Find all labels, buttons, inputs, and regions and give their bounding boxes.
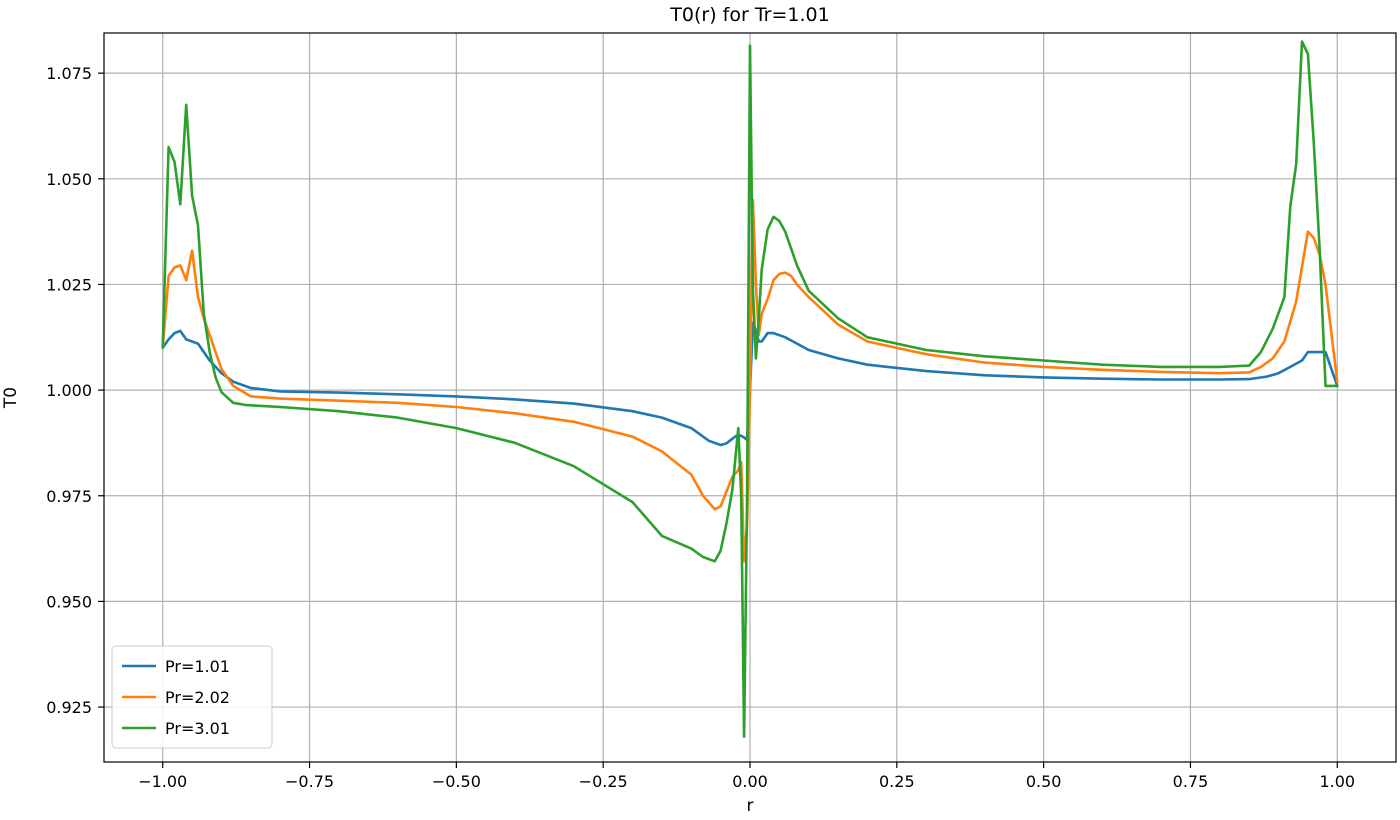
x-tick-label: −0.75 [285, 772, 334, 791]
y-axis-title: T0 [1, 387, 21, 409]
x-tick-label: 0.75 [1173, 772, 1209, 791]
y-tick-label: 0.925 [46, 698, 92, 717]
chart-title: T0(r) for Tr=1.01 [669, 4, 829, 26]
legend-label: Pr=2.02 [165, 688, 230, 707]
y-tick-label: 1.050 [46, 170, 92, 189]
x-axis-title: r [747, 796, 754, 816]
x-axis-ticks: −1.00 −0.75 −0.50 −0.25 0.00 0.25 0.50 0.75 1.00 [138, 762, 1355, 791]
y-tick-label: 0.950 [46, 592, 92, 611]
x-tick-label: −0.50 [432, 772, 481, 791]
series-line-3 [161, 40, 1339, 738]
x-tick-label: 0.50 [1026, 772, 1062, 791]
legend-label: Pr=3.01 [165, 719, 230, 738]
x-tick-label: 1.00 [1319, 772, 1355, 791]
y-tick-label: 1.000 [46, 381, 92, 400]
y-tick-label: 1.025 [46, 275, 92, 294]
x-tick-label: 0.00 [732, 772, 768, 791]
x-tick-label: −1.00 [138, 772, 187, 791]
x-tick-label: −0.25 [579, 772, 628, 791]
series-group [161, 40, 1339, 738]
x-tick-label: 0.25 [879, 772, 915, 791]
y-tick-label: 0.975 [46, 487, 92, 506]
y-axis-ticks: 0.925 0.950 0.975 1.000 1.025 1.050 1.075 [46, 64, 104, 717]
legend: Pr=1.01 Pr=2.02 Pr=3.01 [111, 645, 273, 749]
legend-box [111, 645, 273, 749]
legend-label: Pr=1.01 [165, 657, 230, 676]
y-tick-label: 1.075 [46, 64, 92, 83]
